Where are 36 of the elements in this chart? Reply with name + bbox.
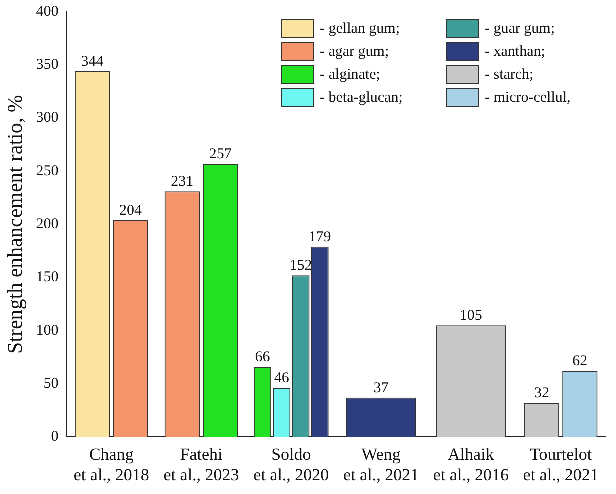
y-tick-label: 350 — [36, 57, 59, 74]
y-tick-label: 50 — [44, 376, 59, 392]
data-label: 37 — [374, 380, 390, 396]
y-tick-label: 0 — [51, 429, 59, 446]
data-label: 257 — [209, 146, 232, 162]
data-label: 105 — [460, 308, 482, 324]
data-label: 46 — [274, 370, 290, 387]
data-label: 152 — [290, 258, 312, 274]
data-label: 32 — [534, 386, 550, 402]
legend-label: - guar gum; — [485, 20, 555, 37]
data-label: 66 — [255, 349, 271, 366]
data-label: 179 — [308, 229, 332, 246]
y-tick-label: 200 — [36, 216, 59, 233]
y-axis-title: Strength enhancement ratio, % — [3, 95, 28, 354]
data-label: 204 — [119, 202, 142, 219]
legend-label: - gellan gum; — [320, 20, 400, 37]
legend-label: - alginate; — [320, 66, 380, 83]
data-label: 231 — [171, 174, 194, 190]
y-tick-label: 250 — [36, 163, 59, 180]
legend-label: - beta-glucan; — [320, 90, 403, 106]
x-tick-label: Weng et al., 2021 — [344, 444, 420, 484]
x-tick-label: Alhaik et al., 2016 — [433, 444, 509, 484]
y-tick-label: 100 — [36, 322, 59, 339]
x-tick-label: Tourtelot et al., 2021 — [523, 444, 599, 484]
legend-label: - micro-cellul, — [485, 90, 571, 106]
legend-label: - agar gum; — [320, 44, 390, 60]
data-label: 62 — [572, 354, 588, 370]
x-tick-label: Chang et al., 2018 — [74, 444, 150, 484]
x-tick-label: Fatehi et al., 2023 — [164, 444, 240, 484]
data-label: 344 — [81, 54, 104, 70]
legend-label: - starch; — [485, 66, 534, 83]
y-tick-label: 300 — [36, 110, 59, 126]
y-tick-label: 400 — [36, 4, 59, 20]
y-tick-label: 150 — [36, 270, 59, 286]
legend-label: - xanthan; — [485, 44, 546, 60]
x-tick-label: Soldo et al., 2020 — [254, 444, 330, 484]
